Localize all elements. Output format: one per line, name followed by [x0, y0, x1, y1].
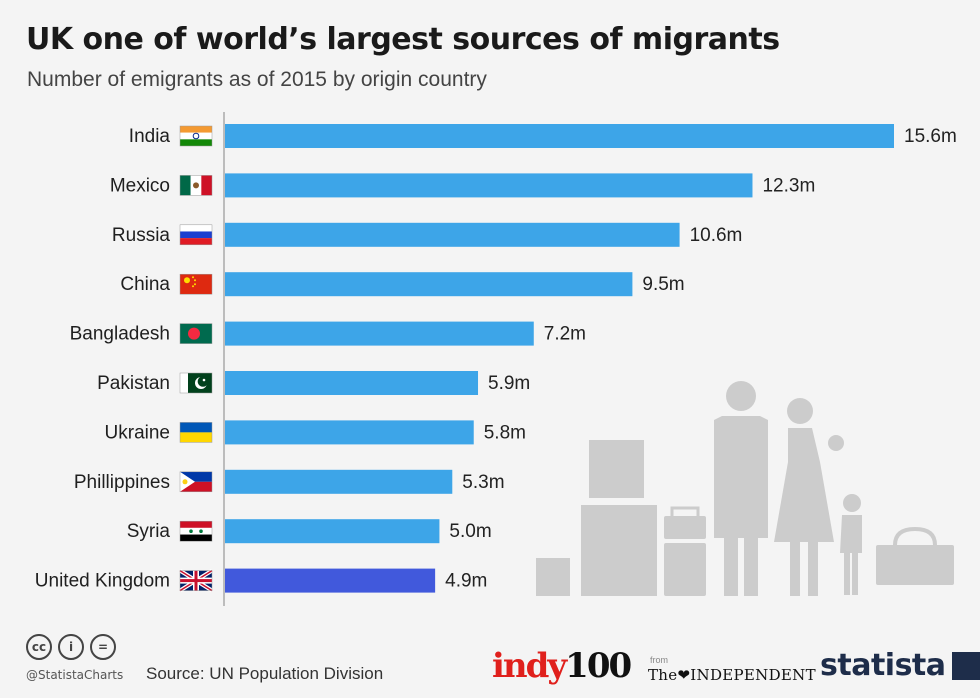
statista-mark-icon: [951, 651, 980, 680]
category-label: Russia: [112, 225, 171, 246]
category-label: Pakistan: [97, 373, 170, 394]
value-label: 12.3m: [762, 175, 815, 196]
indy100-logo[interactable]: indy100: [492, 646, 632, 686]
value-label: 5.8m: [484, 422, 526, 443]
attribution-icon: i: [58, 634, 84, 660]
statista-text: statista: [820, 648, 946, 683]
bar-mexico: [225, 173, 753, 198]
value-label: 7.2m: [544, 324, 586, 345]
value-label: 5.9m: [488, 373, 530, 394]
bar-india: [225, 124, 894, 148]
bar-bangladesh: [225, 321, 534, 346]
creative-commons-icon: cc: [26, 634, 52, 660]
value-label: 5.3m: [462, 472, 504, 493]
bar-syria: [225, 519, 440, 544]
category-label: Phillippines: [74, 472, 170, 493]
category-label: Mexico: [110, 175, 170, 196]
chart-title: UK one of world’s largest sources of mig…: [26, 22, 780, 57]
migrants-illustration-icon: [536, 381, 954, 596]
value-label: 10.6m: [690, 225, 743, 246]
value-label: 4.9m: [445, 571, 487, 592]
bar-china: [225, 272, 633, 297]
from-label: from: [650, 655, 668, 665]
chart-subtitle: Number of emigrants as of 2015 by origin…: [27, 68, 487, 91]
source-note: Source: UN Population Division: [146, 664, 384, 683]
no-derivatives-icon: =: [90, 634, 116, 660]
value-label: 9.5m: [642, 274, 684, 295]
russia-flag-icon: [179, 224, 213, 246]
bar-chart: India 15.6m Mexico 12.3m Russia 10.6m China 9.5…: [35, 112, 957, 606]
mexico-flag-icon: [179, 175, 213, 196]
category-label: United Kingdom: [35, 571, 170, 592]
category-label: India: [129, 126, 171, 147]
category-label: China: [120, 274, 170, 295]
indy-text: indy: [492, 646, 567, 686]
indy-number: 100: [565, 646, 632, 686]
value-label: 5.0m: [449, 521, 491, 542]
category-label: Bangladesh: [70, 324, 170, 345]
statista-handle: @StatistaCharts: [26, 668, 124, 682]
bar-pakistan: [225, 371, 479, 395]
china-flag-icon: [179, 273, 213, 295]
category-label: Syria: [127, 521, 171, 542]
category-label: Ukraine: [105, 422, 170, 443]
philippines-flag-icon: [179, 471, 213, 493]
bar-phillippines: [225, 469, 453, 494]
bar-ukraine: [225, 420, 474, 445]
bangladesh-flag-icon: [179, 323, 213, 344]
ukraine-flag-icon: [179, 422, 213, 443]
pakistan-flag-icon: [179, 372, 213, 394]
bar-united-kingdom: [225, 568, 436, 593]
india-flag-icon: [179, 125, 213, 147]
bar-russia: [225, 222, 680, 247]
independent-logo[interactable]: The❤INDEPENDENT: [648, 666, 816, 684]
value-label: 15.6m: [904, 126, 957, 147]
syria-flag-icon: [179, 520, 213, 542]
statista-logo[interactable]: statista: [820, 648, 980, 683]
license-icons: cc i =: [26, 634, 116, 660]
uk-flag-icon: [178, 568, 214, 593]
